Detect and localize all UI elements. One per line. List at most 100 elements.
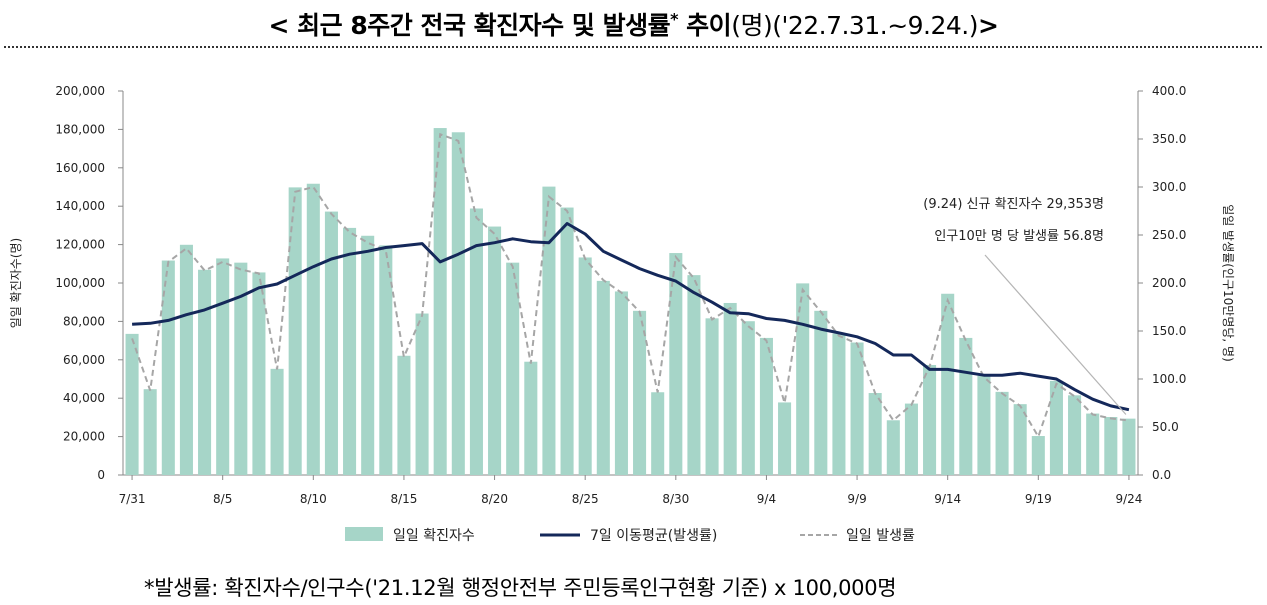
left-tick-label: 40,000 bbox=[63, 391, 105, 405]
left-tick-label: 120,000 bbox=[55, 238, 105, 252]
bar bbox=[198, 269, 212, 475]
bar bbox=[306, 183, 320, 475]
right-tick-label: 300.0 bbox=[1152, 180, 1186, 194]
annotation-line-2: 인구10만 명 당 발생률 56.8명 bbox=[934, 229, 1104, 244]
bar bbox=[923, 364, 937, 475]
bar bbox=[488, 226, 502, 475]
left-tick-label: 140,000 bbox=[55, 199, 105, 213]
footnote: *발생률: 확진자수/인구수('21.12월 행정안전부 주민등록인구현황 기준… bbox=[144, 576, 897, 600]
bar bbox=[270, 368, 284, 475]
x-tick-label: 8/20 bbox=[481, 492, 508, 506]
chart-title: < 최근 8주간 전국 확진자수 및 발생률* 추이(명)('22.7.31.~… bbox=[0, 6, 1267, 42]
left-tick-label: 0 bbox=[97, 468, 105, 482]
bar bbox=[216, 258, 230, 475]
legend: 일일 확진자수 7일 이동평균(발생률) 일일 발생률 bbox=[345, 527, 915, 544]
bar bbox=[868, 393, 882, 475]
bar bbox=[288, 187, 302, 475]
annotation-leader-line bbox=[984, 254, 1127, 415]
x-tick-label: 8/5 bbox=[213, 492, 232, 506]
bar bbox=[1104, 417, 1118, 475]
daily-rate-line bbox=[131, 132, 1130, 439]
bar bbox=[397, 355, 411, 475]
right-tick-label: 50.0 bbox=[1152, 420, 1179, 434]
dotted-divider bbox=[4, 46, 1262, 48]
right-tick-label: 200.0 bbox=[1152, 276, 1186, 290]
bar bbox=[723, 302, 737, 475]
right-tick-label: 150.0 bbox=[1152, 324, 1186, 338]
x-tick-label: 9/19 bbox=[1025, 492, 1052, 506]
bar bbox=[959, 337, 973, 475]
bar bbox=[161, 260, 175, 475]
bar bbox=[179, 244, 193, 475]
bar bbox=[1031, 436, 1045, 475]
x-tick-label: 8/10 bbox=[300, 492, 327, 506]
annotation-line-1: (9.24) 신규 확진자수 29,353명 bbox=[923, 197, 1104, 212]
title-main: < 최근 8주간 전국 확진자수 및 발생률 bbox=[268, 11, 671, 40]
title-period: (명)('22.7.31.~9.24.) bbox=[731, 11, 979, 40]
bar bbox=[506, 262, 520, 475]
bar bbox=[143, 389, 157, 475]
bar bbox=[1086, 413, 1100, 475]
x-tick-label: 9/4 bbox=[757, 492, 776, 506]
x-tick-label: 9/14 bbox=[934, 492, 961, 506]
right-axis-title: 일일 발생률(인구10만명당, 명) bbox=[1221, 204, 1235, 362]
line-series bbox=[131, 132, 1130, 439]
moving-average-line bbox=[132, 222, 1130, 412]
left-tick-label: 180,000 bbox=[55, 122, 105, 136]
left-axis-title: 일일 확진자수(명) bbox=[9, 238, 23, 328]
right-tick-label: 350.0 bbox=[1152, 132, 1186, 146]
legend-bar-swatch bbox=[345, 527, 383, 541]
bar bbox=[669, 253, 683, 475]
title-main-suffix: 추이 bbox=[677, 11, 732, 40]
x-tick-label: 7/31 bbox=[119, 492, 146, 506]
bar bbox=[796, 283, 810, 475]
title-close: > bbox=[978, 11, 999, 40]
x-tick-label: 8/30 bbox=[662, 492, 689, 506]
legend-bar-label: 일일 확진자수 bbox=[393, 528, 475, 544]
bar bbox=[977, 375, 991, 475]
right-tick-label: 250.0 bbox=[1152, 228, 1186, 242]
right-tick-label: 400.0 bbox=[1152, 84, 1186, 98]
x-tick-label: 9/9 bbox=[847, 492, 866, 506]
bar bbox=[814, 310, 828, 475]
bar bbox=[651, 392, 665, 475]
bar bbox=[1013, 404, 1027, 475]
bar bbox=[614, 291, 628, 475]
left-tick-label: 200,000 bbox=[55, 84, 105, 98]
bar bbox=[1122, 418, 1136, 475]
bar bbox=[832, 333, 846, 475]
bar bbox=[433, 128, 447, 475]
bar bbox=[343, 227, 357, 475]
title-asterisk: * bbox=[670, 9, 678, 29]
bar bbox=[904, 403, 918, 475]
bar bbox=[415, 313, 429, 475]
bar bbox=[451, 132, 465, 475]
bar bbox=[252, 272, 266, 475]
bar bbox=[741, 321, 755, 475]
left-tick-label: 100,000 bbox=[55, 276, 105, 290]
left-tick-label: 20,000 bbox=[63, 430, 105, 444]
bar bbox=[560, 207, 574, 475]
bar bbox=[778, 402, 792, 475]
right-tick-label: 0.0 bbox=[1152, 468, 1171, 482]
bar bbox=[1049, 380, 1063, 475]
bar bbox=[1068, 395, 1082, 475]
left-tick-label: 60,000 bbox=[63, 353, 105, 367]
left-tick-label: 80,000 bbox=[63, 314, 105, 328]
bar bbox=[542, 186, 556, 475]
bar bbox=[886, 420, 900, 475]
chart-canvas: 0 20,000 40,000 60,000 80,000 100,000 120,000 1… bbox=[9, 84, 1235, 544]
x-tick-label: 9/24 bbox=[1115, 492, 1142, 506]
bar-series bbox=[125, 128, 1136, 476]
bar bbox=[633, 310, 647, 475]
bar bbox=[941, 293, 955, 475]
bar bbox=[596, 280, 610, 475]
bar bbox=[469, 208, 483, 475]
bar bbox=[995, 391, 1009, 475]
bar bbox=[524, 361, 538, 475]
bar bbox=[578, 257, 592, 475]
x-tick-label: 8/25 bbox=[572, 492, 599, 506]
bar bbox=[759, 337, 773, 475]
bar bbox=[687, 275, 701, 475]
